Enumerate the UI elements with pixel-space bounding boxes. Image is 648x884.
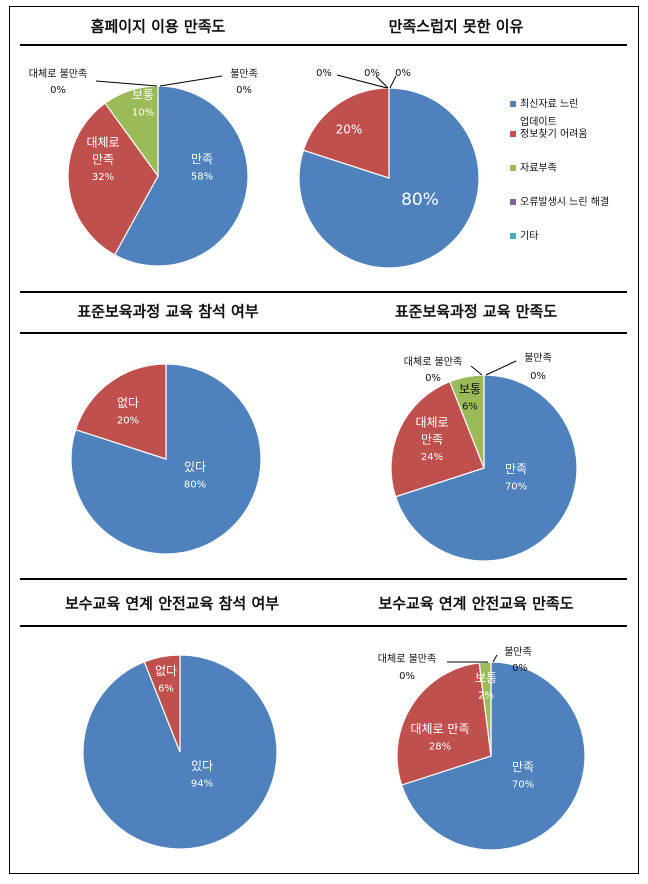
slice-label: 보통: [132, 88, 154, 102]
pie-slice-대체로-만족: [67, 102, 159, 256]
chart-title: 보수교육 연계 안전교육 만족도: [378, 595, 573, 613]
chart-title: 홈페이지 이용 만족도: [91, 18, 226, 36]
slice-label: 대체로 만족: [410, 722, 469, 736]
slice-pct-label: 58%: [191, 172, 213, 183]
leader-line: [389, 75, 397, 89]
pie-slice-대체로-만족: [396, 662, 492, 786]
slice-label: 대체로: [415, 416, 448, 430]
legend-label: 최신자료 느린: [520, 98, 578, 110]
slice-pct-label: 28%: [429, 742, 451, 753]
slice-label: 만족: [505, 462, 527, 476]
legend-swatch: [510, 131, 516, 137]
slice-label: 없다: [155, 664, 177, 678]
chart-title: 표준보육과정 교육 만족도: [395, 303, 557, 321]
slice-pct-label: 0%: [395, 68, 411, 79]
slice-label: 만족: [191, 152, 213, 166]
slice-label: 불만족: [230, 68, 258, 80]
slice-pct-label: 6%: [158, 684, 174, 695]
slice-pct-label: 70%: [512, 780, 534, 791]
legend-swatch: [510, 165, 516, 171]
slice-label: 보통: [475, 671, 497, 685]
slice-pct-label: 0%: [530, 371, 546, 382]
leader-line: [375, 75, 389, 89]
pie-slice-없다: [74, 363, 167, 460]
slice-pct-label: 32%: [92, 172, 114, 183]
pie-slice-만족: [394, 374, 578, 562]
slice-label: 대체로 불만족: [404, 356, 462, 368]
slice-label: 대체로: [86, 136, 119, 150]
legend-label: 기타: [520, 230, 538, 242]
leader-line: [485, 360, 517, 376]
slice-pct-label: 0%: [364, 68, 380, 79]
pie-slice-만족: [113, 85, 249, 267]
slice-pct-label: 80%: [184, 480, 206, 491]
slice-label: 대체로 불만족: [378, 653, 436, 665]
slice-pct-label: 0%: [399, 671, 415, 682]
pie-slice-보통: [448, 374, 485, 469]
slice-pct-label: 20%: [117, 416, 139, 427]
slice-pct-label: 0%: [236, 85, 252, 96]
leader-line: [336, 74, 388, 89]
chart-title: 보수교육 연계 안전교육 참석 여부: [65, 595, 279, 613]
leader-line: [470, 365, 483, 376]
slice-label: 대체로 불만족: [29, 68, 87, 80]
slice-label: 만족: [92, 153, 114, 167]
slice-pct-label: 2%: [478, 691, 494, 702]
slice-pct-label: 20%: [336, 123, 363, 137]
leader-line: [492, 654, 498, 663]
slice-pct-label: 0%: [512, 663, 528, 674]
legend-label: 정보찾기 어려움: [520, 128, 588, 140]
slice-pct-label: 6%: [462, 402, 478, 413]
pie-slice-보통: [104, 85, 159, 178]
slice-pct-label: 0%: [316, 68, 332, 79]
slice-label: 보통: [459, 382, 481, 396]
slice-label: 만족: [421, 433, 443, 447]
chart-title: 만족스럽지 못한 이유: [389, 18, 524, 36]
chart-title: 표준보육과정 교육 참석 여부: [77, 303, 258, 321]
slice-pct-label: 70%: [505, 482, 527, 493]
legend-swatch: [510, 233, 516, 239]
slice-pct-label: 24%: [421, 452, 443, 463]
outer-border: [9, 6, 639, 874]
slice-label: 불만족: [524, 352, 552, 364]
slice-label: 있다: [184, 460, 206, 474]
slice-pct-label: 10%: [132, 108, 154, 119]
slice-pct-label: 80%: [401, 190, 439, 210]
legend-label: 업데이트: [520, 115, 557, 128]
slice-label: 만족: [512, 760, 534, 774]
legend-swatch: [510, 101, 516, 107]
slice-label: 불만족: [504, 646, 532, 658]
pie-slice-없다: [143, 654, 181, 753]
pie-slice-정보찾기-어려움: [302, 87, 390, 179]
leader-line: [95, 80, 158, 87]
leader-line: [159, 75, 223, 87]
legend-label: 자료부족: [520, 162, 557, 174]
legend-swatch: [510, 199, 516, 205]
slice-pct-label: 0%: [50, 85, 66, 96]
slice-pct-label: 0%: [425, 373, 441, 384]
legend-label: 오류발생시 느린 해결: [520, 195, 609, 208]
slice-label: 있다: [191, 759, 213, 773]
pie-slice-만족: [400, 661, 586, 851]
slice-pct-label: 94%: [191, 779, 213, 790]
slice-label: 없다: [117, 396, 139, 410]
